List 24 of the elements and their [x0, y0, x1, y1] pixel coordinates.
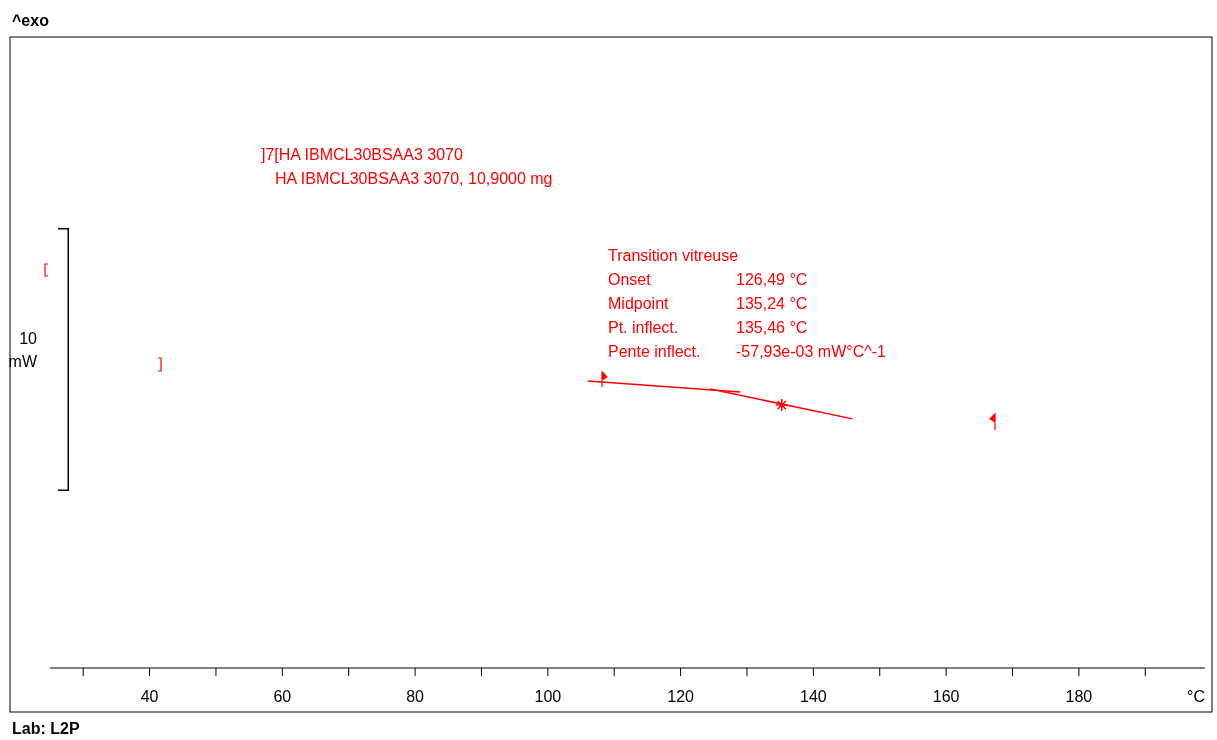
text: 135,46 °C [736, 319, 808, 336]
text: Transition vitreuse [608, 247, 739, 264]
text: Lab: L2P [12, 720, 80, 737]
text: ^exo [12, 12, 50, 29]
x-tick-label: 120 [667, 688, 695, 705]
text: 10 [19, 330, 38, 347]
text: mW [8, 353, 38, 370]
text: Midpoint [608, 295, 670, 312]
text: -57,93e-03 mW°C^-1 [736, 343, 887, 360]
x-tick-label: 100 [534, 688, 562, 705]
x-tick-label: 180 [1065, 688, 1093, 705]
x-tick-label: 60 [273, 688, 292, 705]
x-axis-title: °C [1187, 688, 1205, 705]
x-tick-label: 80 [406, 688, 425, 705]
text: ]7[HA IBMCL30BSAA3 3070 [261, 146, 463, 163]
text: Pente inflect. [608, 343, 701, 360]
text: Onset [608, 271, 652, 288]
text: Pt. inflect. [608, 319, 679, 336]
text: 126,49 °C [736, 271, 808, 288]
text: HA IBMCL30BSAA3 3070, 10,9000 mg [275, 170, 553, 187]
text: 135,24 °C [736, 295, 808, 312]
x-tick-label: 160 [932, 688, 960, 705]
x-tick-label: 140 [800, 688, 827, 705]
x-tick-label: 40 [140, 688, 159, 705]
